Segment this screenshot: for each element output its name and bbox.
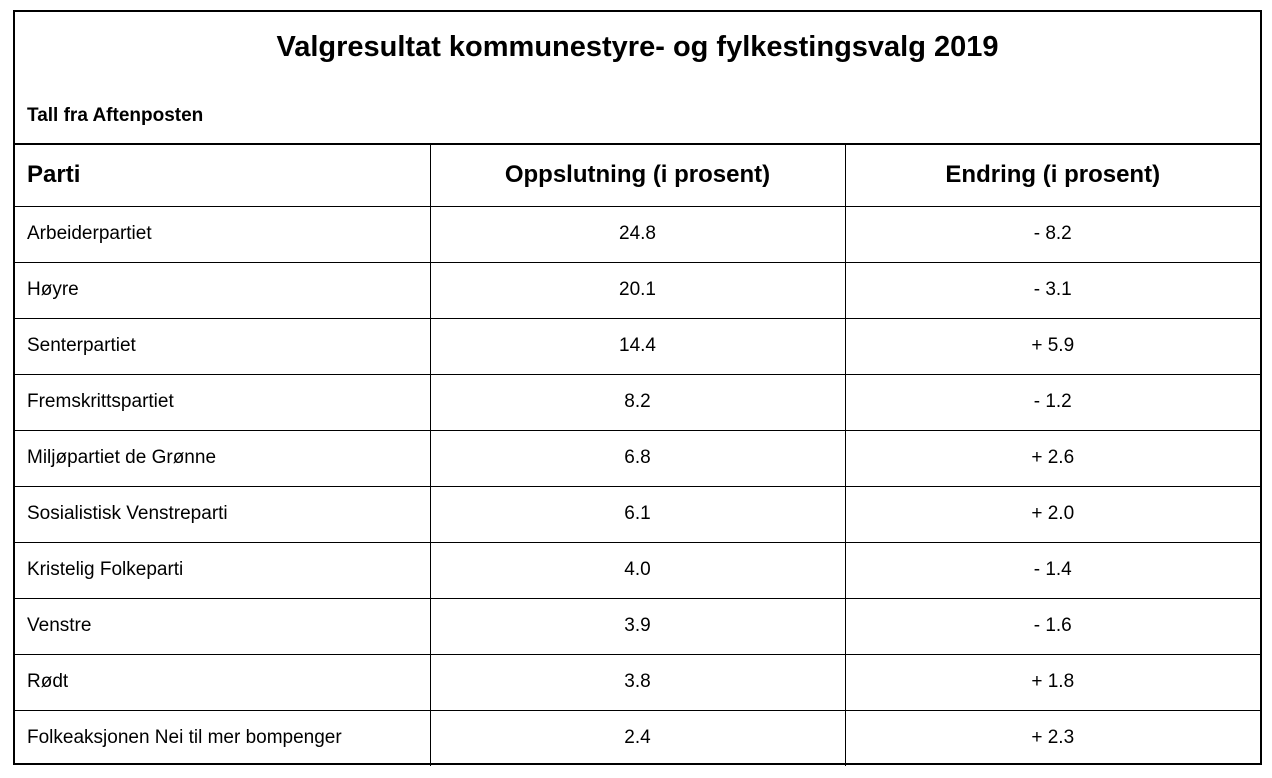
table-row: Høyre 20.1- 3.1 [15,261,1260,319]
table-cell: - 1.2 [844,373,1260,431]
table-cell: Sosialistisk Venstreparti [15,485,431,543]
table-row: Kristelig Folkeparti 4.0- 1.4 [15,541,1260,599]
table-cell: Senterpartiet [15,317,431,375]
table-row: Folkeaksjonen Nei til mer bompenger 2.4 + … [15,709,1260,766]
table-cell: Høyre [15,261,431,319]
table-row: Fremskrittspartiet 8.2- 1.2 [15,373,1260,431]
results-table: Parti Oppslutning (i prosent) Endring (i p… [15,143,1260,766]
table-cell: Kristelig Folkeparti [15,541,431,599]
table-cell: + 2.6 [844,429,1260,487]
table-row: Sosialistisk Venstreparti 6.1 + 2.0 [15,485,1260,543]
table-cell: 3.8 [429,653,846,711]
table-cell: 6.1 [429,485,846,543]
table-row: Arbeiderpartiet 24.8- 8.2 [15,205,1260,263]
table-row: Senterpartiet 14.4 + 5.9 [15,317,1260,375]
table-cell: 8.2 [429,373,846,431]
table-cell: + 1.8 [844,653,1260,711]
table-cell: - 8.2 [844,205,1260,263]
title: Valgresultat kommunestyre- og fylkesting… [276,31,999,63]
table-cell: + 5.9 [844,317,1260,375]
column-header: Parti [15,143,431,207]
table-frame: Valgresultat kommunestyre- og fylkesting… [13,10,1262,766]
table-cell: - 1.4 [844,541,1260,599]
table-cell: 14.4 [429,317,846,375]
column-header: Endring (i prosent) [844,143,1260,207]
table-row: Miljøpartiet de Grønne 6.8 + 2.6 [15,429,1260,487]
table-cell: 6.8 [429,429,846,487]
table-cell: Miljøpartiet de Grønne [15,429,431,487]
table-cell: 3.9 [429,597,846,655]
table-cell: 24.8 [429,205,846,263]
table-cell: Rødt [15,653,431,711]
table-cell: - 1.6 [844,597,1260,655]
table-cell: Fremskrittspartiet [15,373,431,431]
table-cell: + 2.0 [844,485,1260,543]
table-cell: 4.0 [429,541,846,599]
table-cell: - 3.1 [844,261,1260,319]
table-cell: Venstre [15,597,431,655]
table-cell: Folkeaksjonen Nei til mer bompenger [15,709,431,766]
header-row: Parti Oppslutning (i prosent) Endring (i p… [15,143,1260,207]
column-header: Oppslutning (i prosent) [429,143,846,207]
table-cell: 20.1 [429,261,846,319]
table-cell: + 2.3 [844,709,1260,766]
subtitle: Tall fra Aftenposten [27,105,204,126]
table-cell: 2.4 [429,709,846,766]
table-row: Venstre 3.9- 1.6 [15,597,1260,655]
table-cell: Arbeiderpartiet [15,205,431,263]
table-row: Rødt 3.8 + 1.8 [15,653,1260,711]
